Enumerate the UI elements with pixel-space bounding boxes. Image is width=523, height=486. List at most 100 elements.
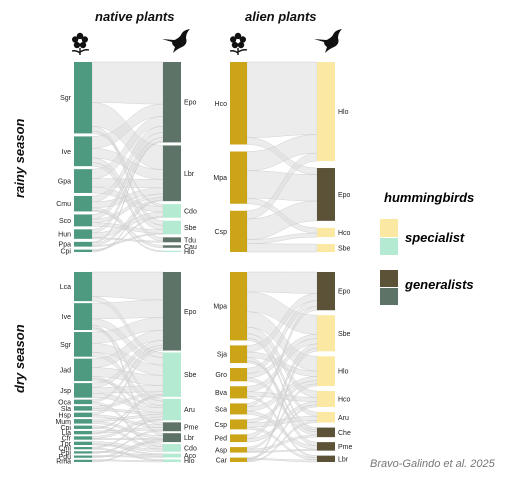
- plant-node-ppa: [74, 241, 92, 247]
- legend-swatch-native-generalist: [380, 288, 398, 305]
- hummingbird-node-epo: [317, 272, 335, 311]
- plant-label: Tpr: [61, 441, 72, 448]
- hummingbird-node-aru: [317, 411, 335, 423]
- interaction-link: [246, 61, 318, 138]
- plant-node-ive: [74, 136, 92, 167]
- plant-node-ped: [230, 434, 247, 443]
- hummingbird-label: Cau: [184, 244, 197, 251]
- hummingbird-node-hlo: [163, 459, 181, 462]
- plant-node-hco: [230, 62, 247, 145]
- hummingbird-label: Epo: [184, 309, 197, 316]
- hummingbird-label: Hlo: [184, 458, 195, 465]
- hummingbird-label: Sbe: [184, 225, 197, 232]
- legend-swatch-alien-specialist: [380, 219, 398, 237]
- plant-label: Sco: [59, 218, 71, 225]
- interaction-link: [91, 347, 164, 416]
- hummingbird-node-tdu: [163, 237, 181, 243]
- plant-label: Jad: [60, 367, 71, 374]
- plant-label: Lia: [62, 430, 71, 437]
- hummingbird-label: Hlo: [184, 249, 195, 256]
- hummingbird-node-sbe: [317, 244, 335, 252]
- hummingbird-icon: [314, 29, 342, 53]
- plant-node-lia: [74, 430, 92, 435]
- plant-node-ive: [74, 303, 92, 331]
- hummingbird-node-epo: [163, 62, 181, 143]
- plant-node-gro: [230, 368, 247, 382]
- plant-node-cfr: [74, 436, 92, 440]
- interaction-link: [91, 140, 164, 244]
- hummingbird-label: Tdu: [184, 237, 196, 244]
- hummingbird-label: Hlo: [338, 109, 349, 116]
- plant-label: Car: [216, 457, 228, 464]
- hummingbird-label: Sbe: [338, 246, 351, 253]
- plant-node-cml: [74, 447, 92, 450]
- plant-node-cpi: [74, 249, 92, 252]
- plant-node-sla: [74, 406, 92, 411]
- plant-label: Csp: [215, 422, 228, 429]
- plant-label: Cpi: [60, 248, 71, 255]
- plant-node-jsp: [74, 383, 92, 398]
- interaction-link: [91, 385, 164, 394]
- plant-node-sco: [74, 214, 92, 227]
- plant-label: Hun: [58, 232, 71, 239]
- hummingbird-node-che: [317, 427, 335, 438]
- links-layer: [91, 61, 318, 463]
- plant-label: Lca: [60, 284, 71, 291]
- hummingbird-node-aco: [163, 453, 181, 458]
- header-alien-plants: alien plants: [245, 9, 317, 24]
- interaction-link: [91, 271, 164, 301]
- plant-label: Mpa: [213, 304, 227, 311]
- plant-label: Oca: [58, 399, 71, 406]
- hummingbird-node-sbe: [317, 315, 335, 352]
- hummingbird-node-epo: [317, 168, 335, 221]
- plant-node-mpa: [230, 151, 247, 204]
- interaction-link: [91, 440, 164, 463]
- hummingbird-label: Epo: [184, 100, 197, 107]
- hummingbird-label: Aru: [184, 407, 195, 414]
- legend-swatch-alien-generalist: [380, 270, 398, 287]
- interaction-link: [246, 434, 318, 452]
- hummingbird-node-aru: [163, 398, 181, 421]
- hummingbird-node-lbr: [163, 145, 181, 202]
- hummingbird-label: Epo: [338, 192, 351, 199]
- hummingbird-node-cdo: [163, 444, 181, 452]
- hummingbird-label: Aco: [184, 453, 196, 460]
- plant-node-hun: [74, 229, 92, 239]
- hummingbird-node-lbr: [163, 433, 181, 443]
- plant-node-jad: [74, 358, 92, 382]
- interaction-link: [91, 438, 164, 440]
- plant-node-mum: [74, 419, 92, 424]
- hummingbird-icon: [162, 29, 190, 53]
- hummingbird-label: Cdo: [184, 445, 197, 452]
- hummingbird-node-sbe: [163, 352, 181, 397]
- season-label-dry: dry season: [12, 324, 27, 393]
- plant-label: Sja: [217, 352, 227, 359]
- legend-label-generalists: generalists: [405, 277, 474, 292]
- legend-title: hummingbirds: [384, 190, 475, 205]
- plant-node-sgr: [74, 62, 92, 134]
- hummingbird-node-hco: [317, 227, 335, 238]
- plant-label: Cml: [59, 446, 72, 453]
- flower-icon: [71, 32, 90, 55]
- plant-node-hsp: [74, 412, 92, 418]
- hummingbird-label: Sbe: [184, 372, 197, 379]
- plant-label: Cfr: [62, 435, 72, 442]
- plant-label: Cpi: [60, 425, 71, 432]
- hummingbird-label: Cdo: [184, 208, 197, 215]
- plant-node-csp: [230, 210, 247, 252]
- interaction-link: [246, 200, 318, 240]
- hummingbird-label: Lbr: [184, 171, 195, 178]
- plant-node-sja: [230, 345, 247, 364]
- hummingbird-label: Pme: [338, 444, 353, 451]
- plant-label: Sgr: [60, 342, 72, 349]
- plant-node-asp: [230, 447, 247, 453]
- hummingbird-node-hlo: [317, 62, 335, 162]
- interaction-link: [246, 404, 318, 459]
- hummingbird-label: Lbr: [338, 456, 349, 463]
- plant-label: Pgu: [59, 454, 72, 461]
- header-native-plants: native plants: [95, 9, 175, 24]
- plant-label: Hco: [215, 101, 228, 108]
- plant-label: Sca: [215, 406, 227, 413]
- nodes-layer: [74, 62, 335, 462]
- plant-label: Sla: [61, 406, 71, 413]
